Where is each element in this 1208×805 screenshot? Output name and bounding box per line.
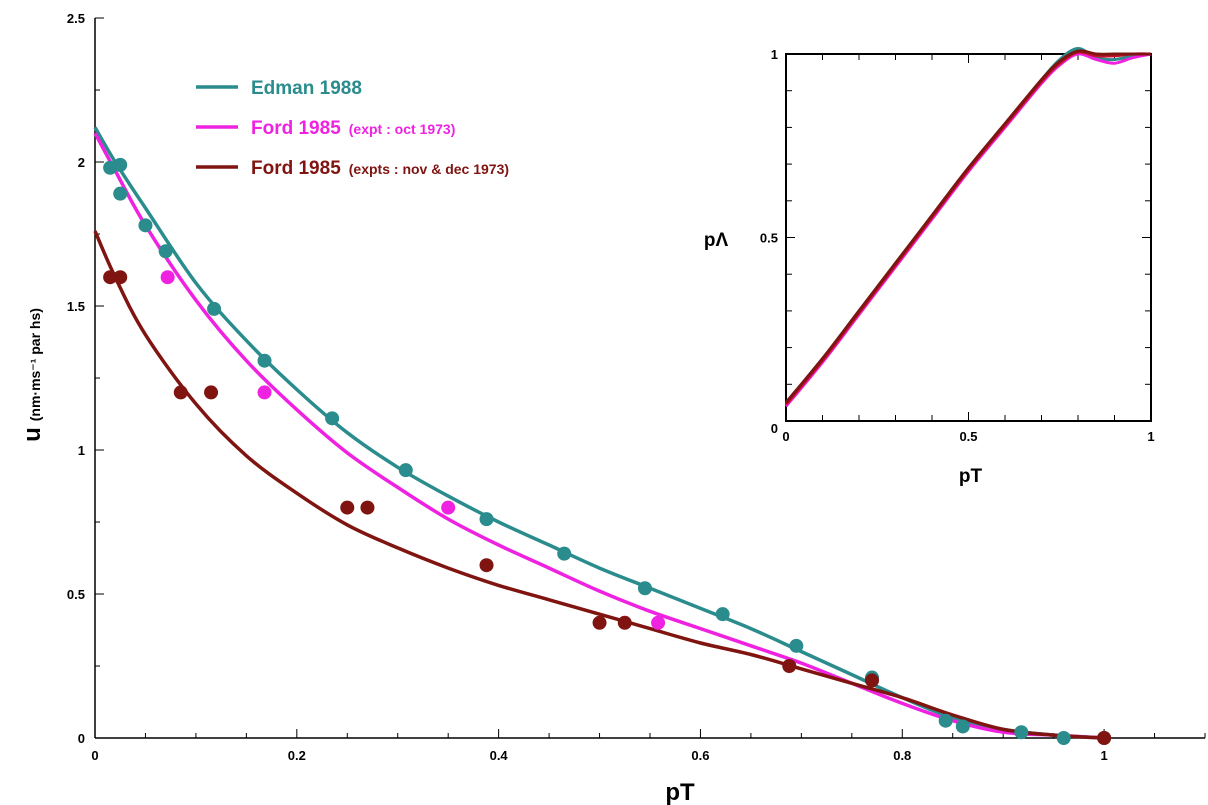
data-point-series-0 [715, 607, 730, 622]
data-point-series-2 [340, 500, 355, 515]
data-point-series-0 [479, 512, 494, 527]
data-point-series-0 [325, 411, 340, 426]
data-point-series-0 [398, 463, 413, 478]
inset-plot: 0 0.5 1 0 0.5 1 pT pΛ [704, 47, 1155, 487]
data-point-series-0 [113, 157, 128, 172]
inset-frame [785, 53, 1152, 422]
x-axis-title: pT [665, 779, 695, 805]
legend-label: Ford 1985 [251, 118, 341, 139]
y-tick-label: 1 [78, 443, 85, 458]
legend-label: Ford 1985 [251, 158, 341, 179]
legend-label: Edman 1988 [251, 78, 362, 99]
series-curve-1 [93, 132, 1105, 740]
inset-x-tick-label: 0.5 [959, 429, 977, 444]
data-point-series-2 [103, 270, 118, 285]
inset-series-line-3 [784, 49, 1151, 404]
inset-y-tick-label: 0 [771, 421, 778, 436]
legend-entry-0: Edman 1988 [251, 78, 362, 99]
legend-note: (expts : nov & dec 1973) [349, 161, 509, 177]
y-axis-title-main: u [19, 427, 46, 442]
x-tick-label: 1 [1100, 748, 1107, 763]
x-tick-label: 0.8 [893, 748, 911, 763]
x-tick-label: 0.6 [691, 748, 709, 763]
data-point-series-2 [479, 558, 494, 573]
data-point-series-0 [158, 244, 173, 259]
legend-entry-1: Ford 1985 (expt : oct 1973) [251, 118, 455, 139]
data-point-series-0 [789, 638, 804, 653]
data-point-series-0 [113, 186, 128, 201]
inset-y-axis-title: pΛ [704, 230, 729, 251]
inset-y-tick-label: 0.5 [760, 231, 778, 246]
inset-y-tick-label: 1 [771, 47, 778, 62]
x-tick-label: 0.2 [288, 748, 306, 763]
data-point-series-0 [207, 301, 222, 316]
inset-x-axis-title: pT [959, 466, 983, 487]
y-axis-title: u (nm·ms⁻¹ par hs) [19, 308, 46, 442]
inset-x-tick-label: 1 [1147, 429, 1154, 444]
data-point-series-2 [113, 270, 128, 285]
series-curve-2 [93, 230, 1105, 740]
y-tick-label: 2 [78, 155, 85, 170]
y-tick-label: 0.5 [67, 587, 85, 602]
data-point-series-0 [557, 546, 572, 561]
data-point-series-0 [138, 218, 153, 233]
y-axis-title-units: (nm·ms⁻¹ par hs) [27, 308, 43, 421]
data-point-series-0 [1014, 725, 1029, 740]
data-point-series-0 [938, 713, 953, 728]
y-tick-label: 1.5 [67, 299, 85, 314]
inset-x-tick-label: 0 [782, 429, 789, 444]
x-tick-label: 0.4 [490, 748, 509, 763]
data-point-series-0 [257, 353, 272, 368]
data-point-series-2 [360, 500, 375, 515]
data-point-series-1 [441, 500, 456, 515]
data-point-series-2 [1097, 731, 1112, 745]
data-point-series-2 [617, 615, 632, 630]
data-point-series-1 [651, 615, 666, 630]
data-point-series-0 [637, 581, 652, 596]
data-point-series-0 [955, 719, 970, 734]
legend-entry-2: Ford 1985 (expts : nov & dec 1973) [251, 158, 509, 179]
data-point-series-0 [1056, 731, 1071, 745]
main-plot: 0 0.2 0.4 0.6 0.8 1 0 0.5 1 1.5 2 2.5 pT u (nm·ms⁻¹ pa… [19, 11, 1206, 805]
data-point-series-2 [865, 673, 879, 688]
data-point-series-1 [257, 385, 272, 400]
x-tick-label: 0 [91, 748, 98, 763]
data-point-series-1 [160, 270, 175, 285]
y-tick-label: 2.5 [67, 11, 85, 26]
legend-note: (expt : oct 1973) [349, 121, 456, 137]
data-point-series-2 [173, 385, 188, 400]
data-point-series-2 [204, 385, 219, 400]
data-point-series-2 [782, 659, 797, 673]
data-point-series-2 [592, 615, 607, 630]
y-tick-label: 0 [78, 731, 85, 746]
